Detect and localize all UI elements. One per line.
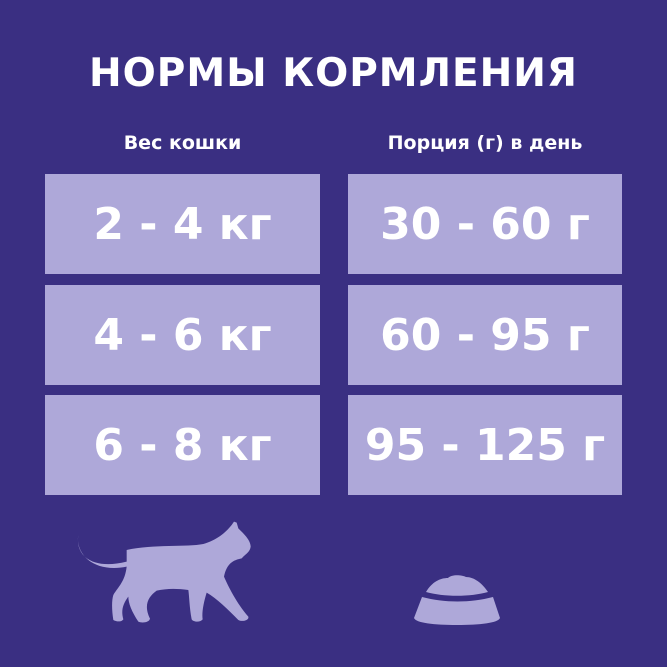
portion-cell: 30 - 60 г — [348, 174, 622, 274]
cat-icon — [77, 521, 251, 623]
column-header-portion: Порция (г) в день — [387, 132, 583, 154]
page-title: НОРМЫ КОРМЛЕНИЯ — [89, 51, 578, 96]
weight-cell: 2 - 4 кг — [45, 174, 320, 274]
column-header-weight: Вес кошки — [123, 132, 242, 154]
portion-cell: 95 - 125 г — [348, 395, 622, 495]
portion-cell: 60 - 95 г — [348, 285, 622, 385]
weight-cell: 6 - 8 кг — [45, 395, 320, 495]
food-bowl-icon — [414, 575, 500, 625]
weight-cell: 4 - 6 кг — [45, 285, 320, 385]
